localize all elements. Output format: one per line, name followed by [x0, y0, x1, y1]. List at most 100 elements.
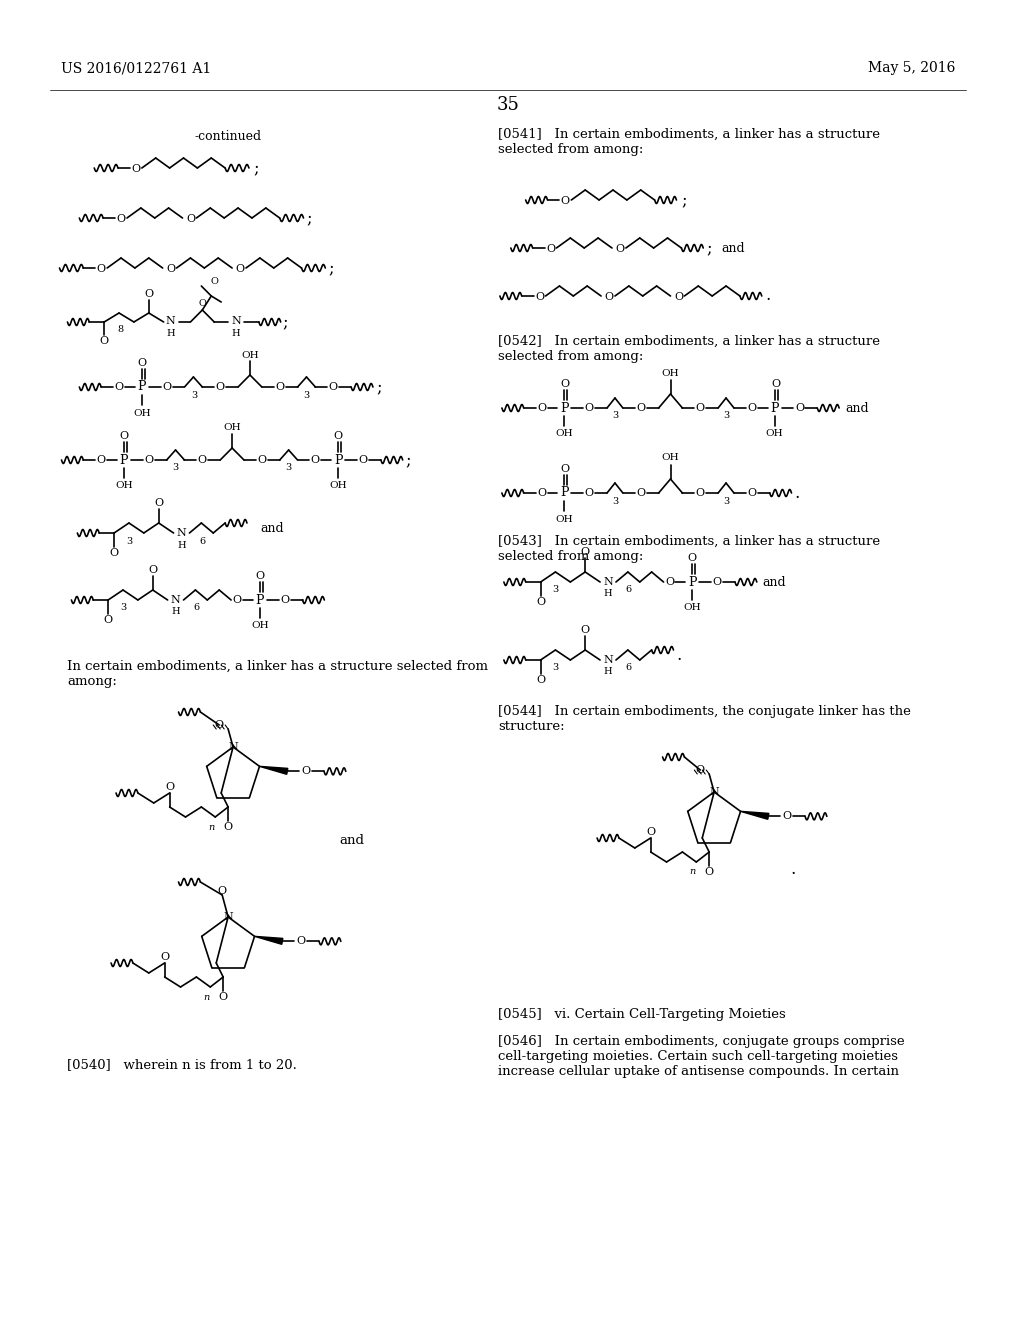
Text: O: O: [297, 936, 306, 946]
Text: [0540]   wherein n is from 1 to 20.: [0540] wherein n is from 1 to 20.: [68, 1059, 297, 1071]
Text: O: O: [581, 546, 590, 557]
Text: 3: 3: [552, 664, 558, 672]
Text: O: O: [546, 244, 555, 253]
Text: 3: 3: [286, 463, 292, 473]
Text: .: .: [677, 647, 682, 664]
Text: n: n: [689, 867, 695, 876]
Text: and: and: [340, 833, 365, 846]
Text: O: O: [215, 719, 224, 730]
Text: O: O: [615, 244, 625, 253]
Text: OH: OH: [251, 620, 268, 630]
Text: P: P: [688, 576, 696, 589]
Text: O: O: [585, 488, 594, 498]
Text: 3: 3: [611, 412, 618, 421]
Text: 3: 3: [611, 496, 618, 506]
Text: O: O: [535, 292, 544, 302]
Text: O: O: [96, 264, 105, 275]
Text: O: O: [99, 337, 109, 346]
Text: H: H: [177, 540, 185, 549]
Text: O: O: [536, 675, 545, 685]
Text: [0544]   In certain embodiments, the conjugate linker has the
structure:: [0544] In certain embodiments, the conju…: [498, 705, 910, 733]
Text: O: O: [561, 195, 570, 206]
Text: .: .: [791, 862, 796, 879]
Text: 6: 6: [200, 536, 206, 545]
Text: O: O: [782, 812, 792, 821]
Text: H: H: [171, 607, 180, 616]
Text: O: O: [137, 358, 146, 368]
Text: N: N: [231, 315, 241, 326]
Text: O: O: [604, 292, 613, 302]
Text: O: O: [198, 455, 207, 465]
Text: 3: 3: [723, 496, 729, 506]
Text: O: O: [665, 577, 674, 587]
Text: ;: ;: [307, 210, 312, 227]
Text: 6: 6: [626, 586, 632, 594]
Text: H: H: [166, 329, 175, 338]
Text: O: O: [218, 886, 226, 896]
Text: 8: 8: [117, 326, 123, 334]
Text: O: O: [117, 214, 126, 224]
Text: 6: 6: [626, 664, 632, 672]
Text: OH: OH: [556, 515, 573, 524]
Text: N: N: [228, 742, 238, 752]
Text: 3: 3: [120, 603, 126, 612]
Text: H: H: [231, 329, 241, 338]
Text: O: O: [311, 455, 319, 465]
Text: OH: OH: [556, 429, 573, 438]
Text: O: O: [537, 403, 546, 413]
Text: ;: ;: [376, 379, 382, 396]
Text: O: O: [131, 164, 140, 174]
Text: O: O: [695, 488, 705, 498]
Text: n: n: [208, 822, 214, 832]
Text: OH: OH: [766, 429, 783, 438]
Text: O: O: [695, 403, 705, 413]
Text: O: O: [96, 455, 105, 465]
Text: N: N: [223, 912, 233, 921]
Text: O: O: [688, 553, 697, 564]
Text: ;: ;: [707, 239, 712, 256]
Text: P: P: [334, 454, 342, 466]
Text: 6: 6: [194, 603, 200, 612]
Polygon shape: [259, 767, 288, 775]
Text: and: and: [261, 521, 285, 535]
Text: O: O: [210, 277, 218, 286]
Text: O: O: [795, 403, 804, 413]
Text: O: O: [120, 432, 129, 441]
Text: O: O: [748, 488, 757, 498]
Text: O: O: [636, 488, 645, 498]
Text: N: N: [166, 315, 175, 326]
Text: May 5, 2016: May 5, 2016: [868, 61, 955, 75]
Text: OH: OH: [662, 368, 679, 378]
Text: O: O: [561, 379, 570, 389]
Text: OH: OH: [330, 480, 347, 490]
Text: OH: OH: [115, 480, 133, 490]
Text: O: O: [301, 767, 310, 776]
Text: and: and: [845, 401, 868, 414]
Text: P: P: [120, 454, 128, 466]
Text: O: O: [281, 595, 289, 605]
Text: O: O: [236, 264, 245, 275]
Text: N: N: [176, 528, 186, 539]
Text: N: N: [710, 787, 719, 797]
Text: O: O: [162, 381, 171, 392]
Text: O: O: [257, 455, 266, 465]
Text: O: O: [705, 867, 714, 876]
Text: N: N: [603, 655, 613, 665]
Text: O: O: [148, 565, 158, 576]
Text: O: O: [255, 572, 264, 581]
Text: .: .: [795, 484, 800, 502]
Text: O: O: [115, 381, 124, 392]
Text: P: P: [770, 401, 779, 414]
Text: O: O: [581, 624, 590, 635]
Text: US 2016/0122761 A1: US 2016/0122761 A1: [61, 61, 212, 75]
Text: and: and: [721, 242, 744, 255]
Text: 3: 3: [723, 412, 729, 421]
Text: O: O: [358, 455, 368, 465]
Text: In certain embodiments, a linker has a structure selected from
among:: In certain embodiments, a linker has a s…: [68, 660, 488, 688]
Text: [0546]   In certain embodiments, conjugate groups comprise
cell-targeting moieti: [0546] In certain embodiments, conjugate…: [498, 1035, 904, 1078]
Text: P: P: [137, 380, 146, 393]
Text: O: O: [713, 577, 722, 587]
Polygon shape: [740, 812, 769, 820]
Text: O: O: [695, 766, 705, 775]
Text: [0543]   In certain embodiments, a linker has a structure
selected from among:: [0543] In certain embodiments, a linker …: [498, 535, 880, 564]
